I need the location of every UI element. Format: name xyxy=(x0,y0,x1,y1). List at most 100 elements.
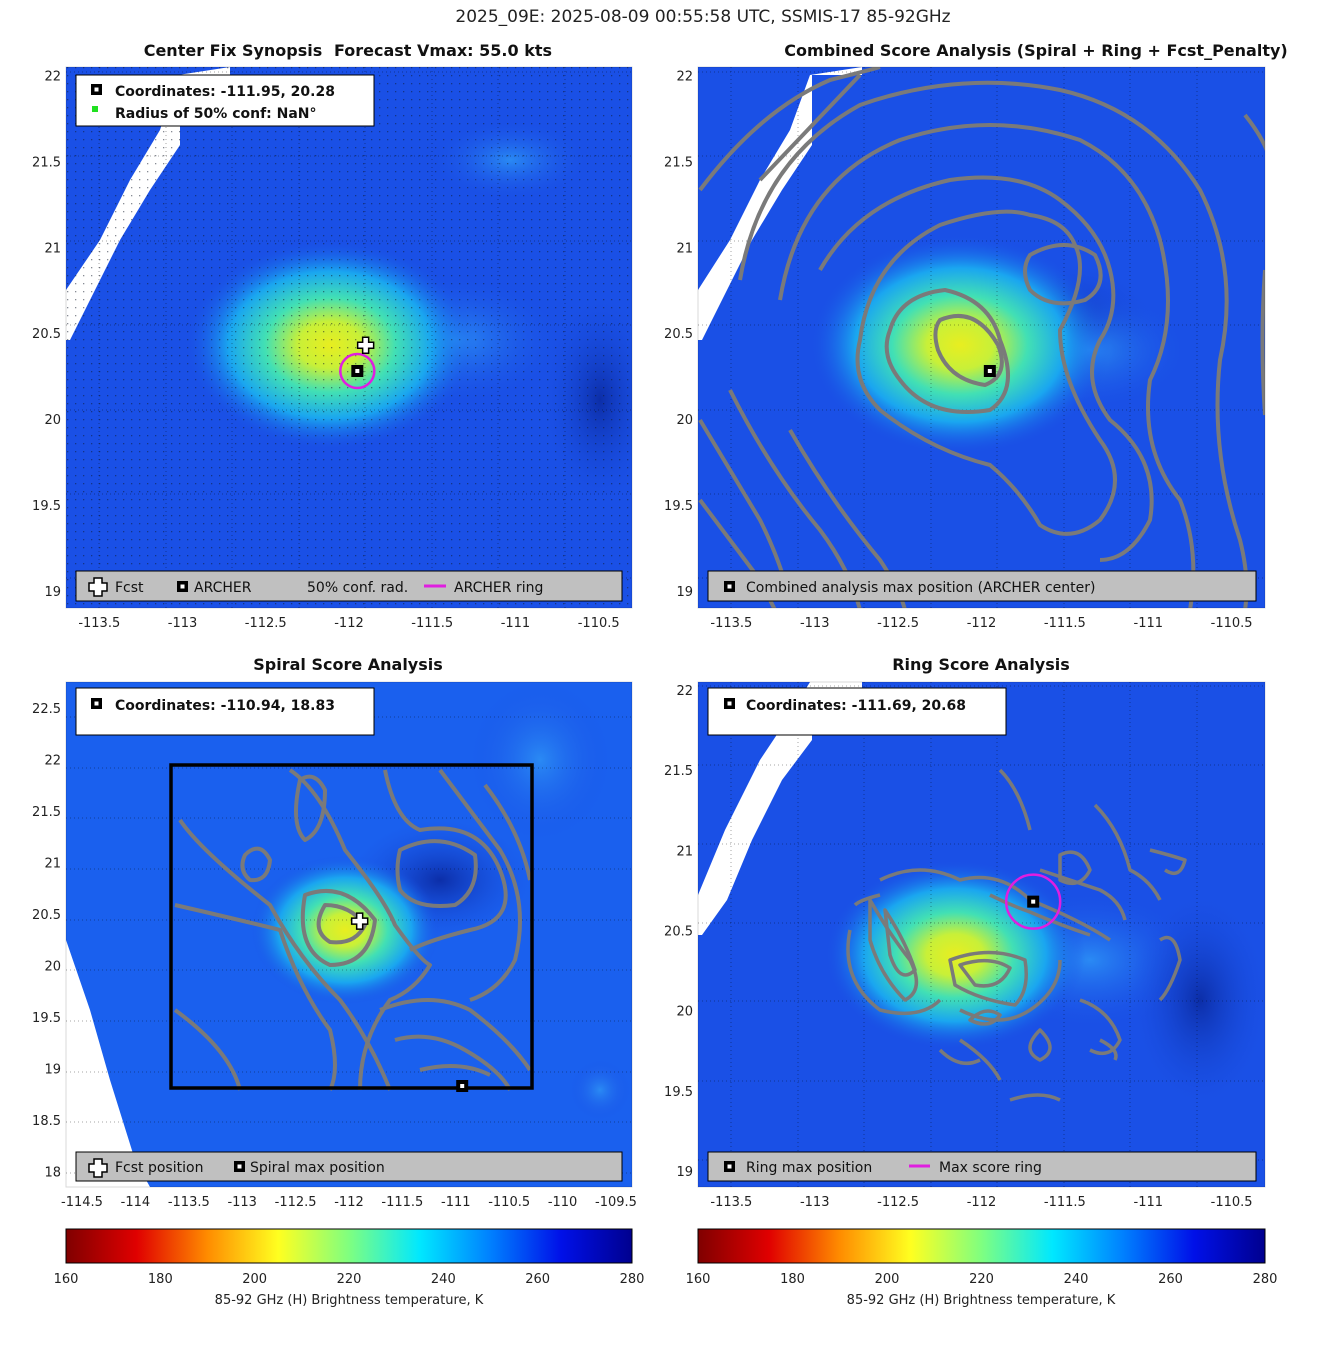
y-tick-label: 21 xyxy=(44,241,61,256)
x-tick-label: -112 xyxy=(967,616,997,631)
x-tick-label: -113.5 xyxy=(168,1195,210,1210)
y-tick-label: 21 xyxy=(676,844,693,859)
x-tick-label: -112.5 xyxy=(245,616,287,631)
max-score-ring xyxy=(1004,873,1062,930)
panel-4-title: Ring Score Analysis xyxy=(892,655,1070,674)
colorbar-tick-label: 160 xyxy=(54,1272,79,1287)
panel-spiral-score: Spiral Score Analysis xyxy=(32,655,637,1210)
y-tick-label: 20 xyxy=(676,413,693,428)
y-tick-label: 20.5 xyxy=(664,327,693,342)
colorbar-tick-label: 260 xyxy=(1158,1272,1183,1287)
x-tick-label: -112.5 xyxy=(877,1195,919,1210)
y-tick-label: 20 xyxy=(44,413,61,428)
x-tick-label: -113 xyxy=(227,1195,257,1210)
spiral-max-marker-center xyxy=(460,1084,465,1088)
plot-frame xyxy=(697,681,1266,1188)
panel-4-axis-ticks: -113.5 -113 -112.5 -112 -111.5 -111 -110.5 19 19… xyxy=(664,681,1266,1210)
y-tick-label: 21.5 xyxy=(32,805,61,820)
x-tick-label: -113 xyxy=(168,616,198,631)
y-tick-label: 19.5 xyxy=(32,499,61,514)
colorbar-right: 160 180 200 220 240 260 280 85-92 GHz (H) Brig… xyxy=(686,1228,1277,1308)
spiral-contours xyxy=(173,768,532,1091)
y-tick-label: 21.5 xyxy=(664,155,693,170)
colorbar-tick-label: 280 xyxy=(620,1272,645,1287)
panel-3-title: Spiral Score Analysis xyxy=(253,655,443,674)
y-tick-label: 21 xyxy=(676,241,693,256)
panel-4-image xyxy=(698,682,1265,1187)
panel-3-coordinates: Coordinates: -110.94, 18.83 xyxy=(115,698,335,714)
fcst-legend-icon xyxy=(88,577,108,597)
colorbar-right-label: 85-92 GHz (H) Brightness temperature, K xyxy=(847,1293,1116,1308)
y-tick-label: 19 xyxy=(44,1062,61,1077)
y-tick-label: 18 xyxy=(44,1166,61,1181)
y-tick-label: 19 xyxy=(676,1165,693,1180)
plot-frame xyxy=(697,66,1266,609)
y-tick-label: 19 xyxy=(676,585,693,600)
x-tick-label: -110 xyxy=(548,1195,578,1210)
panel-1-image xyxy=(66,67,632,608)
legend-archer-ring: ARCHER ring xyxy=(454,580,543,596)
colorbar-tick-label: 220 xyxy=(337,1272,362,1287)
x-tick-label: -112.5 xyxy=(877,616,919,631)
x-tick-label: -113.5 xyxy=(710,616,752,631)
y-tick-label: 19.5 xyxy=(664,1085,693,1100)
panel-3-info-box xyxy=(75,687,375,736)
x-tick-label: -111.5 xyxy=(411,616,453,631)
x-tick-label: -111.5 xyxy=(381,1195,423,1210)
y-tick-label: 21 xyxy=(44,856,61,871)
y-tick-label: 20.5 xyxy=(32,908,61,923)
x-tick-label: -111.5 xyxy=(1044,616,1086,631)
y-tick-label: 19 xyxy=(44,585,61,600)
forecast-position-marker xyxy=(356,336,375,354)
legend-archer: ARCHER xyxy=(194,580,252,596)
panel-1-legend xyxy=(75,570,623,602)
panel-4-legend xyxy=(707,1151,1257,1182)
radius-dot-icon xyxy=(92,106,98,112)
y-tick-label: 22 xyxy=(676,684,693,699)
spiral-search-box xyxy=(169,763,534,1090)
forecast-position-marker xyxy=(350,912,369,930)
x-tick-label: -110.5 xyxy=(1211,616,1253,631)
x-tick-label: -110.5 xyxy=(578,616,620,631)
y-tick-label: 22.5 xyxy=(32,702,61,717)
plot-frame xyxy=(65,66,633,609)
panel-2-image xyxy=(698,67,1265,608)
y-tick-label: 22 xyxy=(676,70,693,85)
x-tick-label: -113.5 xyxy=(710,1195,752,1210)
colorbar-tick-label: 220 xyxy=(969,1272,994,1287)
colorbar-left: 160 180 200 220 240 260 280 85-92 GHz (H) Brig… xyxy=(54,1228,645,1308)
panel-2-markers xyxy=(983,364,996,377)
colorbar-left-label: 85-92 GHz (H) Brightness temperature, K xyxy=(215,1293,484,1308)
panel-4-coordinates: Coordinates: -111.69, 20.68 xyxy=(746,698,966,714)
colorbar-tick-label: 200 xyxy=(875,1272,900,1287)
x-tick-label: -112.5 xyxy=(275,1195,317,1210)
y-tick-label: 20.5 xyxy=(664,924,693,939)
x-tick-label: -111.5 xyxy=(1044,1195,1086,1210)
panel-1-axis-ticks: -113.5 -113 -112.5 -112 -111.5 -111 -110.5 19 19… xyxy=(32,66,633,631)
panel-1-markers xyxy=(339,336,376,390)
legend-ring-max: Ring max position xyxy=(746,1160,872,1176)
panel-ring-score: Ring Score Analysis xyxy=(664,655,1266,1210)
x-tick-label: -111 xyxy=(501,616,531,631)
colorbar-right-bar xyxy=(697,1228,1266,1264)
x-tick-label: -113 xyxy=(800,1195,830,1210)
colorbar-tick-label: 240 xyxy=(1064,1272,1089,1287)
colorbar-tick-label: 260 xyxy=(525,1272,550,1287)
panel-4-info-box xyxy=(707,687,1007,736)
archer-center-marker-center xyxy=(355,368,360,373)
x-tick-label: -112 xyxy=(967,1195,997,1210)
panel-center-fix: Center Fix Synopsis Forecast Vmax: 55.0 … xyxy=(32,41,633,631)
y-tick-label: 19.5 xyxy=(664,499,693,514)
y-tick-label: 21.5 xyxy=(664,764,693,779)
panel-3-axis-ticks: -114.5 -114 -113.5 -113 -112.5 -112 -111.5 -111… xyxy=(32,681,637,1210)
colorbar-tick-label: 180 xyxy=(780,1272,805,1287)
combined-contours xyxy=(698,67,1265,608)
figure-title: 2025_09E: 2025-08-09 00:55:58 UTC, SSMIS… xyxy=(455,7,950,27)
legend-spiral-max: Spiral max position xyxy=(250,1160,385,1176)
ring-contours xyxy=(846,768,1187,1102)
legend-fcst: Fcst xyxy=(115,580,144,596)
panel-3-legend xyxy=(75,1151,623,1182)
panel-1-subtitle: Forecast Vmax: 55.0 kts xyxy=(334,41,552,60)
colorbar-tick-label: 200 xyxy=(242,1272,267,1287)
panel-1-radius: Radius of 50% conf: NaN° xyxy=(115,106,317,122)
